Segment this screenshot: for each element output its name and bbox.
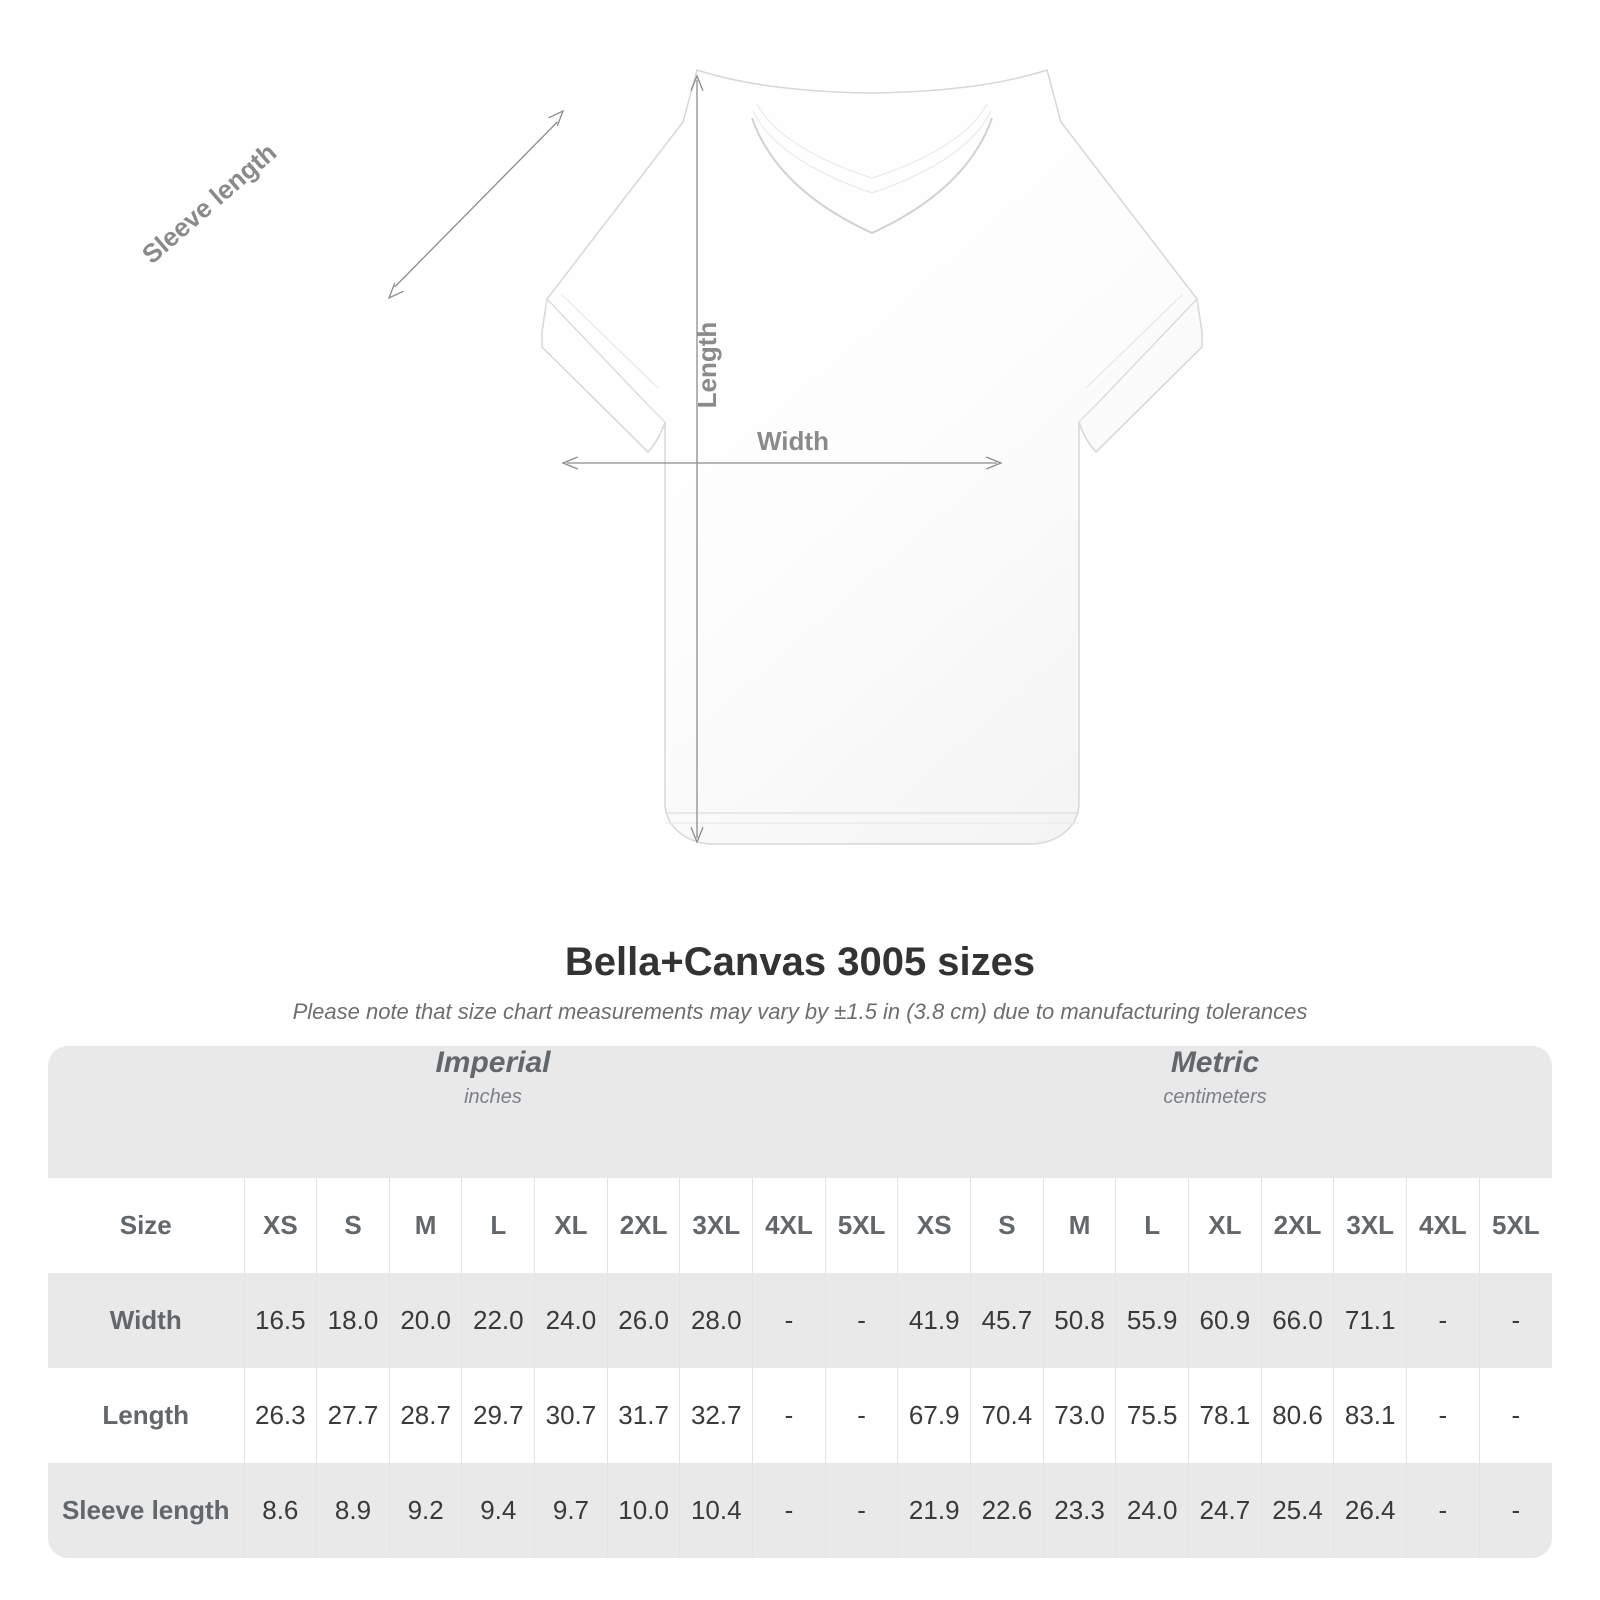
- svg-text:Width: Width: [757, 426, 829, 456]
- svg-text:Length: Length: [692, 322, 722, 409]
- svg-text:Sleeve length: Sleeve length: [136, 137, 282, 270]
